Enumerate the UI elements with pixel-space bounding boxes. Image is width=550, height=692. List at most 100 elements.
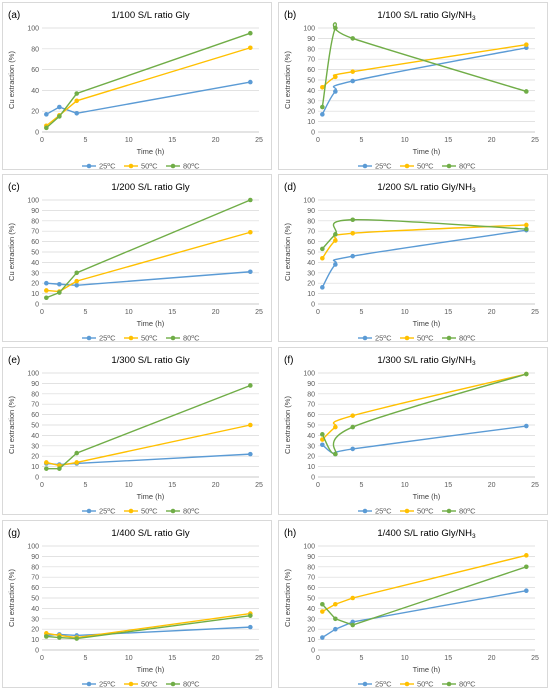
x-tick-label: 5 (83, 482, 87, 489)
data-point (524, 226, 529, 232)
y-tick-label: 50 (31, 596, 39, 603)
legend-label-0: 25ºC (375, 162, 392, 170)
legend-label-0: 25ºC (99, 507, 116, 515)
y-tick-label: 20 (31, 281, 39, 288)
y-tick-label: 10 (31, 464, 39, 471)
y-tick-label: 80 (31, 218, 39, 225)
data-point (248, 30, 253, 36)
data-point (333, 74, 338, 80)
data-point (248, 451, 253, 457)
x-tick-label: 15 (444, 655, 452, 662)
legend-marker-1 (128, 508, 134, 514)
x-axis-label: Time (h) (137, 319, 165, 328)
legend-marker-1 (128, 335, 134, 341)
y-tick-label: 70 (31, 575, 39, 582)
legend-marker-2 (170, 681, 176, 687)
chart-title: 1/100 S/L ratio Gly/NH3 (377, 10, 476, 22)
data-point (350, 253, 356, 259)
data-point (333, 616, 338, 622)
y-tick-label: 0 (35, 130, 39, 137)
x-tick-label: 25 (531, 655, 539, 662)
legend-label-1: 50ºC (417, 334, 434, 342)
chart-panel-c: (c) 1/200 S/L ratio Gly010203040506070809… (2, 174, 272, 342)
panel-label: (f) (284, 355, 293, 366)
y-tick-label: 30 (31, 443, 39, 450)
panel-frame (278, 520, 548, 688)
y-tick-label: 40 (31, 260, 39, 267)
data-point (320, 246, 325, 252)
legend-marker-0 (362, 681, 368, 687)
data-point (44, 466, 49, 471)
data-point (74, 450, 80, 456)
legend-marker-1 (404, 163, 410, 169)
x-tick-label: 5 (359, 482, 363, 489)
data-point (320, 609, 325, 614)
y-tick-label: 80 (307, 46, 315, 53)
series-line-0 (46, 271, 251, 286)
y-tick-label: 30 (307, 270, 315, 277)
x-axis-label: Time (h) (137, 147, 165, 156)
x-axis-label: Time (h) (413, 147, 441, 156)
x-tick-label: 15 (444, 137, 452, 144)
y-tick-label: 100 (303, 544, 315, 551)
legend-marker-2 (170, 163, 176, 169)
panel-label: (d) (284, 182, 296, 193)
legend-marker-1 (404, 335, 410, 341)
data-point (350, 217, 356, 223)
y-tick-label: 70 (307, 575, 315, 582)
legend-marker-2 (446, 335, 452, 341)
series-line-0 (321, 590, 527, 639)
x-tick-label: 25 (531, 309, 539, 316)
x-tick-label: 25 (531, 137, 539, 144)
x-tick-label: 0 (316, 482, 320, 489)
y-tick-label: 40 (31, 606, 39, 613)
chart-panel-g: (g) 1/400 S/L ratio Gly010203040506070809… (2, 520, 272, 688)
legend-label-1: 50ºC (141, 680, 158, 688)
chart-panel-e: (e) 1/300 S/L ratio Gly010203040506070809… (2, 347, 272, 515)
data-point (74, 91, 80, 96)
data-point (57, 635, 62, 640)
data-point (320, 285, 325, 290)
y-tick-label: 0 (311, 130, 315, 137)
x-tick-label: 10 (401, 655, 409, 662)
chart-title: 1/100 S/L ratio Gly (111, 10, 190, 21)
legend-marker-0 (86, 508, 92, 514)
data-point (350, 424, 356, 430)
chart-panel-b: (b) 1/100 S/L ratio Gly/NH301020304050607… (278, 2, 548, 170)
y-tick-label: 100 (303, 198, 315, 205)
x-tick-label: 20 (488, 309, 496, 316)
x-tick-label: 10 (125, 137, 133, 144)
y-tick-label: 20 (307, 281, 315, 288)
y-tick-label: 10 (307, 637, 315, 644)
data-point (57, 114, 62, 119)
data-point (350, 230, 356, 236)
x-tick-label: 25 (255, 309, 263, 316)
chart-panel-d: (d) 1/200 S/L ratio Gly/NH301020304050607… (278, 174, 548, 342)
legend-marker-0 (362, 335, 368, 341)
y-tick-label: 70 (31, 402, 39, 409)
chart-title: 1/300 S/L ratio Gly (111, 355, 190, 366)
data-point (333, 89, 338, 94)
panel-frame (2, 174, 272, 342)
y-tick-label: 0 (311, 302, 315, 309)
data-point (333, 25, 338, 31)
x-tick-label: 20 (488, 482, 496, 489)
series-line-2 (46, 384, 251, 470)
x-tick-label: 5 (359, 309, 363, 316)
data-point (333, 262, 338, 267)
y-tick-label: 0 (35, 648, 39, 655)
series-line-0 (321, 425, 527, 456)
chart-title-subscript: 3 (472, 533, 476, 540)
data-point (333, 232, 338, 237)
y-tick-label: 80 (31, 391, 39, 398)
legend-marker-0 (362, 163, 368, 169)
chart-title: 1/300 S/L ratio Gly/NH3 (377, 355, 476, 367)
x-axis-label: Time (h) (413, 665, 441, 674)
data-point (74, 282, 80, 288)
y-tick-label: 90 (307, 208, 315, 215)
series-line-0 (45, 81, 251, 115)
legend-label-0: 25ºC (375, 680, 392, 688)
y-tick-label: 90 (307, 381, 315, 388)
y-tick-label: 50 (31, 423, 39, 430)
x-tick-label: 15 (168, 655, 176, 662)
